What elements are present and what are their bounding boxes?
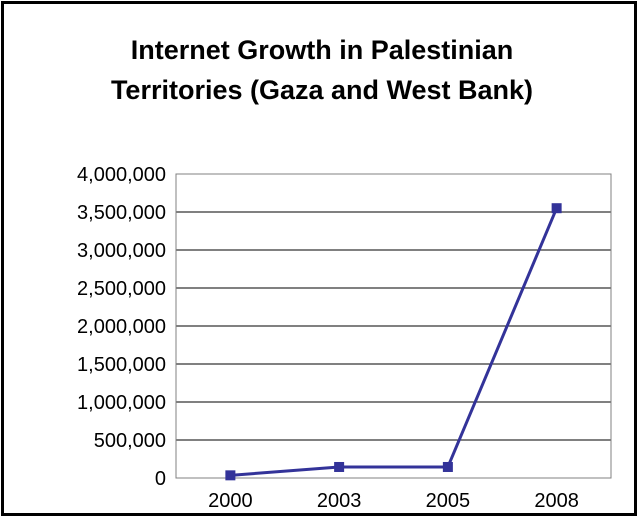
x-tick-label: 2005	[426, 490, 471, 512]
plot-area-border	[175, 173, 612, 479]
data-point-marker	[334, 461, 345, 472]
chart-title-line-1: Internet Growth in Palestinian	[130, 35, 514, 65]
y-tick-label: 2,500,000	[77, 278, 166, 300]
y-axis-tick-labels: 0 500,000 1,000,000 1,500,000 2,000,000 2,500…	[77, 164, 166, 490]
y-tick-label: 1,000,000	[77, 392, 166, 414]
chart-title-line-2: Territories (Gaza and West Bank)	[110, 75, 534, 105]
chart-frame	[1, 1, 637, 516]
x-tick-label: 2000	[208, 490, 253, 512]
data-point-marker	[442, 461, 453, 472]
x-tick-label: 2008	[534, 490, 579, 512]
chart-title: Internet Growth in Palestinian Territori…	[0, 30, 644, 110]
series-layer	[225, 203, 562, 481]
data-point-marker	[225, 470, 236, 481]
gridlines	[176, 211, 611, 441]
y-tick-label: 4,000,000	[77, 164, 166, 186]
y-tick-label: 2,000,000	[77, 316, 166, 338]
series-line	[230, 207, 559, 477]
y-tick-label: 0	[155, 468, 166, 490]
y-tick-label: 3,500,000	[77, 202, 166, 224]
y-tick-label: 3,000,000	[77, 240, 166, 262]
x-tick-label: 2003	[317, 490, 362, 512]
y-tick-label: 1,500,000	[77, 354, 166, 376]
x-axis-tick-labels: 2000 2003 2005 2008	[208, 490, 579, 512]
y-tick-label: 500,000	[94, 430, 166, 452]
data-point-marker	[551, 203, 562, 214]
